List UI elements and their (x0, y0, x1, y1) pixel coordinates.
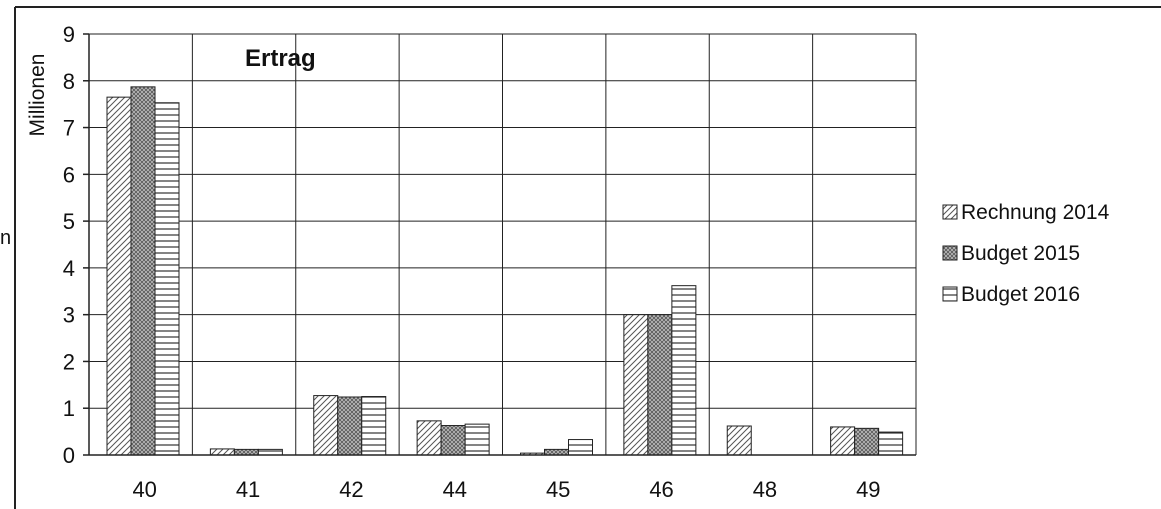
x-ticks: 40 41 42 44 45 46 48 49 (132, 477, 880, 502)
y-tick-label: 4 (63, 256, 75, 281)
bar (440, 425, 466, 456)
y-tick-label: 3 (63, 303, 75, 328)
legend-swatch (942, 286, 958, 302)
x-tick-label: 45 (546, 477, 570, 502)
bar (257, 448, 283, 456)
y-axis-label: Millionen (26, 54, 49, 137)
bar (361, 396, 387, 456)
bar (623, 314, 649, 456)
bar (106, 96, 132, 456)
legend-label: Budget 2016 (961, 283, 1080, 306)
bar (464, 423, 490, 456)
legend-swatch (942, 245, 958, 261)
legend-label: Rechnung 2014 (961, 201, 1110, 224)
bar (313, 395, 339, 456)
x-tick-label: 49 (856, 477, 880, 502)
bar (854, 427, 880, 456)
bar (209, 448, 235, 456)
y-ticks: 0 1 2 3 4 5 6 7 8 9 (63, 22, 89, 468)
bar (544, 448, 569, 456)
legend-label: Budget 2015 (961, 242, 1080, 265)
bar (830, 426, 856, 456)
bar (130, 86, 156, 456)
bar (878, 431, 904, 456)
bar (233, 448, 259, 456)
bar (726, 425, 752, 456)
y-tick-label: 8 (63, 69, 75, 94)
stray-text: n (0, 227, 11, 249)
x-tick-label: 46 (649, 477, 673, 502)
legend-swatch (942, 204, 958, 220)
bar (671, 285, 697, 456)
x-tick-label: 48 (753, 477, 777, 502)
grid-lines (89, 33, 917, 455)
y-tick-label: 2 (63, 349, 75, 374)
bars (106, 86, 904, 456)
x-tick-label: 40 (132, 477, 156, 502)
bar (416, 420, 442, 456)
y-tick-label: 7 (63, 116, 75, 141)
bar (337, 396, 363, 456)
legend: Rechnung 2014 Budget 2015 Budget 2016 (942, 201, 1110, 306)
y-tick-label: 0 (63, 443, 75, 468)
bar (568, 439, 593, 456)
bar (154, 102, 180, 456)
y-tick-label: 5 (63, 209, 75, 234)
x-tick-label: 42 (339, 477, 363, 502)
y-tick-label: 1 (63, 396, 75, 421)
bar (647, 314, 673, 456)
chart-title: Ertrag (245, 45, 316, 72)
y-tick-label: 9 (63, 22, 75, 47)
y-tick-label: 6 (63, 162, 75, 187)
x-tick-label: 41 (236, 477, 260, 502)
x-tick-label: 44 (443, 477, 467, 502)
